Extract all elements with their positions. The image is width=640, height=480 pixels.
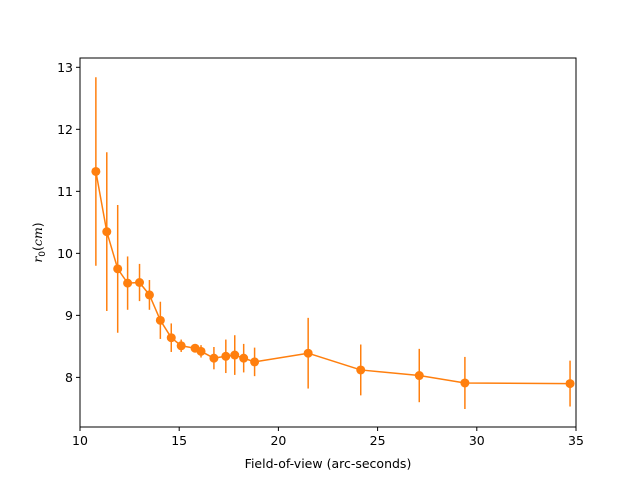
y-tick-label: 9 [65, 308, 73, 323]
plot-area [91, 77, 575, 410]
data-point [102, 227, 112, 237]
y-axis-label-subscript: 0 [38, 251, 48, 257]
data-point [176, 341, 186, 351]
data-point [209, 353, 219, 363]
y-tick-label: 13 [57, 60, 73, 75]
y-axis-label-open-paren: ( [30, 246, 45, 251]
x-tick-label: 15 [171, 433, 187, 448]
y-tick-label: 12 [57, 122, 73, 137]
x-tick-label: 30 [469, 433, 485, 448]
axes-frame [79, 57, 577, 428]
data-point [356, 365, 366, 375]
y-axis-label: r0(cm) [30, 222, 48, 262]
x-axis-label: Field-of-view (arc-seconds) [245, 456, 412, 471]
data-point [113, 264, 123, 274]
y-tick-label: 8 [65, 370, 73, 385]
y-tick-label: 10 [57, 246, 73, 261]
y-axis-label-close-paren: ) [30, 222, 45, 227]
data-point [91, 166, 101, 176]
data-point [166, 333, 176, 343]
y-axis-label-unit: cm [30, 227, 45, 246]
x-tick-label: 25 [370, 433, 386, 448]
data-point [196, 346, 206, 356]
y-axis-label-symbol: r [30, 256, 45, 263]
data-point [250, 357, 260, 367]
x-tick-label: 35 [568, 433, 584, 448]
data-point [155, 315, 165, 325]
x-tick-label: 20 [270, 433, 286, 448]
data-point [239, 353, 249, 363]
y-tick-label: 11 [57, 184, 73, 199]
data-point [221, 351, 231, 361]
data-point [303, 348, 313, 358]
data-point [460, 378, 470, 388]
data-point [144, 290, 154, 300]
axis-ticks: 10 15 20 25 30 35 8 9 10 11 12 13 [57, 60, 584, 448]
data-point [123, 278, 133, 288]
data-point [565, 379, 575, 389]
data-point [230, 350, 240, 360]
data-point [135, 278, 145, 288]
x-tick-label: 10 [72, 433, 88, 448]
data-point [414, 371, 424, 381]
